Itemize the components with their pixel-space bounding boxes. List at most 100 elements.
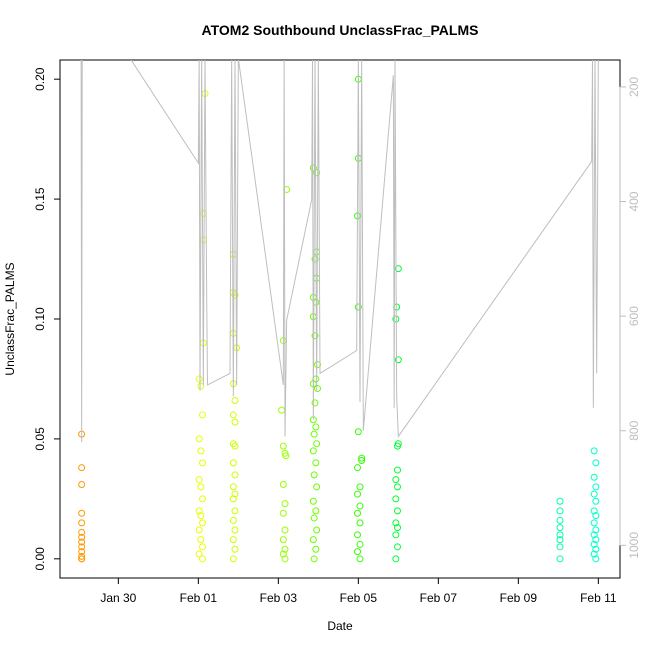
point (556, 524, 564, 532)
point (310, 514, 318, 522)
point (590, 550, 598, 558)
point (197, 382, 205, 390)
point (394, 466, 401, 474)
point (310, 471, 318, 479)
point (195, 526, 203, 534)
point (392, 495, 400, 503)
x-tick-label: Feb 11 (580, 591, 617, 605)
point (309, 164, 317, 172)
point (313, 274, 321, 282)
point (231, 418, 239, 426)
point (281, 555, 289, 563)
point (197, 483, 205, 491)
point (556, 555, 564, 563)
point (312, 545, 320, 553)
point (279, 550, 287, 558)
point (309, 447, 317, 455)
point (199, 555, 206, 563)
point (356, 555, 364, 563)
x-axis-label: Date (327, 619, 353, 633)
point (394, 442, 401, 450)
point (394, 524, 401, 532)
point (281, 545, 289, 553)
point (590, 507, 598, 515)
point (392, 531, 400, 539)
point (590, 540, 598, 548)
y-tick-label: 0.10 (33, 307, 47, 331)
x-tick-label: Feb 01 (180, 591, 218, 605)
point (229, 536, 237, 544)
point (311, 332, 319, 340)
point (314, 361, 321, 369)
point (556, 497, 564, 505)
point (394, 483, 401, 491)
y-tick-label: 0.15 (33, 187, 47, 211)
point (229, 495, 237, 503)
point (392, 555, 400, 563)
point (592, 512, 600, 520)
y-axis-label: UnclassFrac_PALMS (3, 262, 17, 375)
y2-tick-label: 400 (627, 191, 641, 211)
point (358, 454, 366, 462)
x-tick-label: Feb 07 (420, 591, 458, 605)
point (279, 536, 287, 544)
point (229, 483, 237, 491)
point (278, 406, 286, 414)
y2-tick-label: 1000 (627, 532, 641, 559)
point (312, 423, 320, 431)
point (354, 490, 361, 498)
point (392, 476, 400, 484)
y-tick-label: 0.20 (33, 67, 47, 91)
point (231, 397, 239, 405)
point (556, 536, 564, 544)
point (592, 545, 600, 553)
point (231, 471, 239, 479)
x-tick-label: Feb 05 (340, 591, 378, 605)
point (231, 442, 239, 450)
point (199, 519, 206, 527)
point (279, 509, 287, 517)
point (229, 516, 237, 524)
point (231, 507, 239, 515)
point (197, 512, 205, 520)
point (354, 531, 361, 539)
point (392, 519, 400, 527)
point (229, 459, 237, 467)
point (354, 509, 361, 517)
point (556, 543, 564, 551)
point (309, 536, 317, 544)
point (78, 519, 86, 527)
point (197, 536, 205, 544)
point (281, 526, 289, 534)
x-tick-label: Feb 03 (260, 591, 298, 605)
point (358, 456, 366, 464)
point (281, 500, 289, 508)
point (314, 385, 321, 393)
point (354, 464, 361, 472)
point (197, 447, 205, 455)
point (78, 480, 86, 488)
point (199, 459, 206, 467)
point (78, 548, 86, 556)
point (78, 555, 86, 563)
point (556, 507, 564, 515)
point (356, 519, 364, 527)
point (313, 440, 321, 448)
pressure-line (80, 60, 599, 443)
point (356, 540, 364, 548)
point (592, 536, 600, 544)
y2-tick-label: 800 (627, 420, 641, 440)
point (310, 430, 318, 438)
point (394, 265, 402, 273)
point (199, 495, 206, 503)
point (231, 545, 239, 553)
point (592, 526, 600, 534)
point (195, 550, 203, 558)
point (592, 483, 600, 491)
point (195, 435, 203, 443)
point (312, 459, 320, 467)
y-tick-label: 0.05 (33, 427, 47, 451)
point (231, 526, 239, 534)
point (282, 452, 290, 460)
